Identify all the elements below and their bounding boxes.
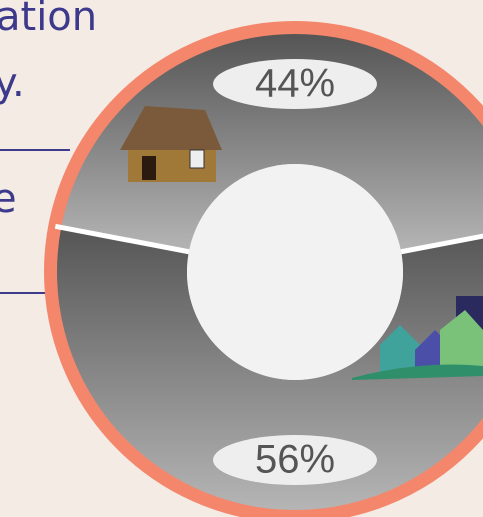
hole [187, 164, 403, 380]
body-fragment: e [0, 176, 17, 222]
house-icon [120, 106, 222, 182]
heading-fragment: ation [0, 0, 97, 40]
separator [54, 223, 190, 255]
ring [44, 21, 483, 517]
city-icon [352, 296, 483, 380]
separator [400, 233, 483, 255]
value-label: 56% [255, 438, 335, 482]
segments [54, 34, 483, 511]
donut-segment [57, 227, 483, 511]
heading-fragment: y. [0, 60, 25, 106]
label-badge [213, 435, 377, 485]
labels: 44% 56% [213, 59, 377, 485]
label-badge [213, 59, 377, 109]
value-label: 44% [255, 62, 335, 106]
donut-segment [61, 34, 483, 252]
